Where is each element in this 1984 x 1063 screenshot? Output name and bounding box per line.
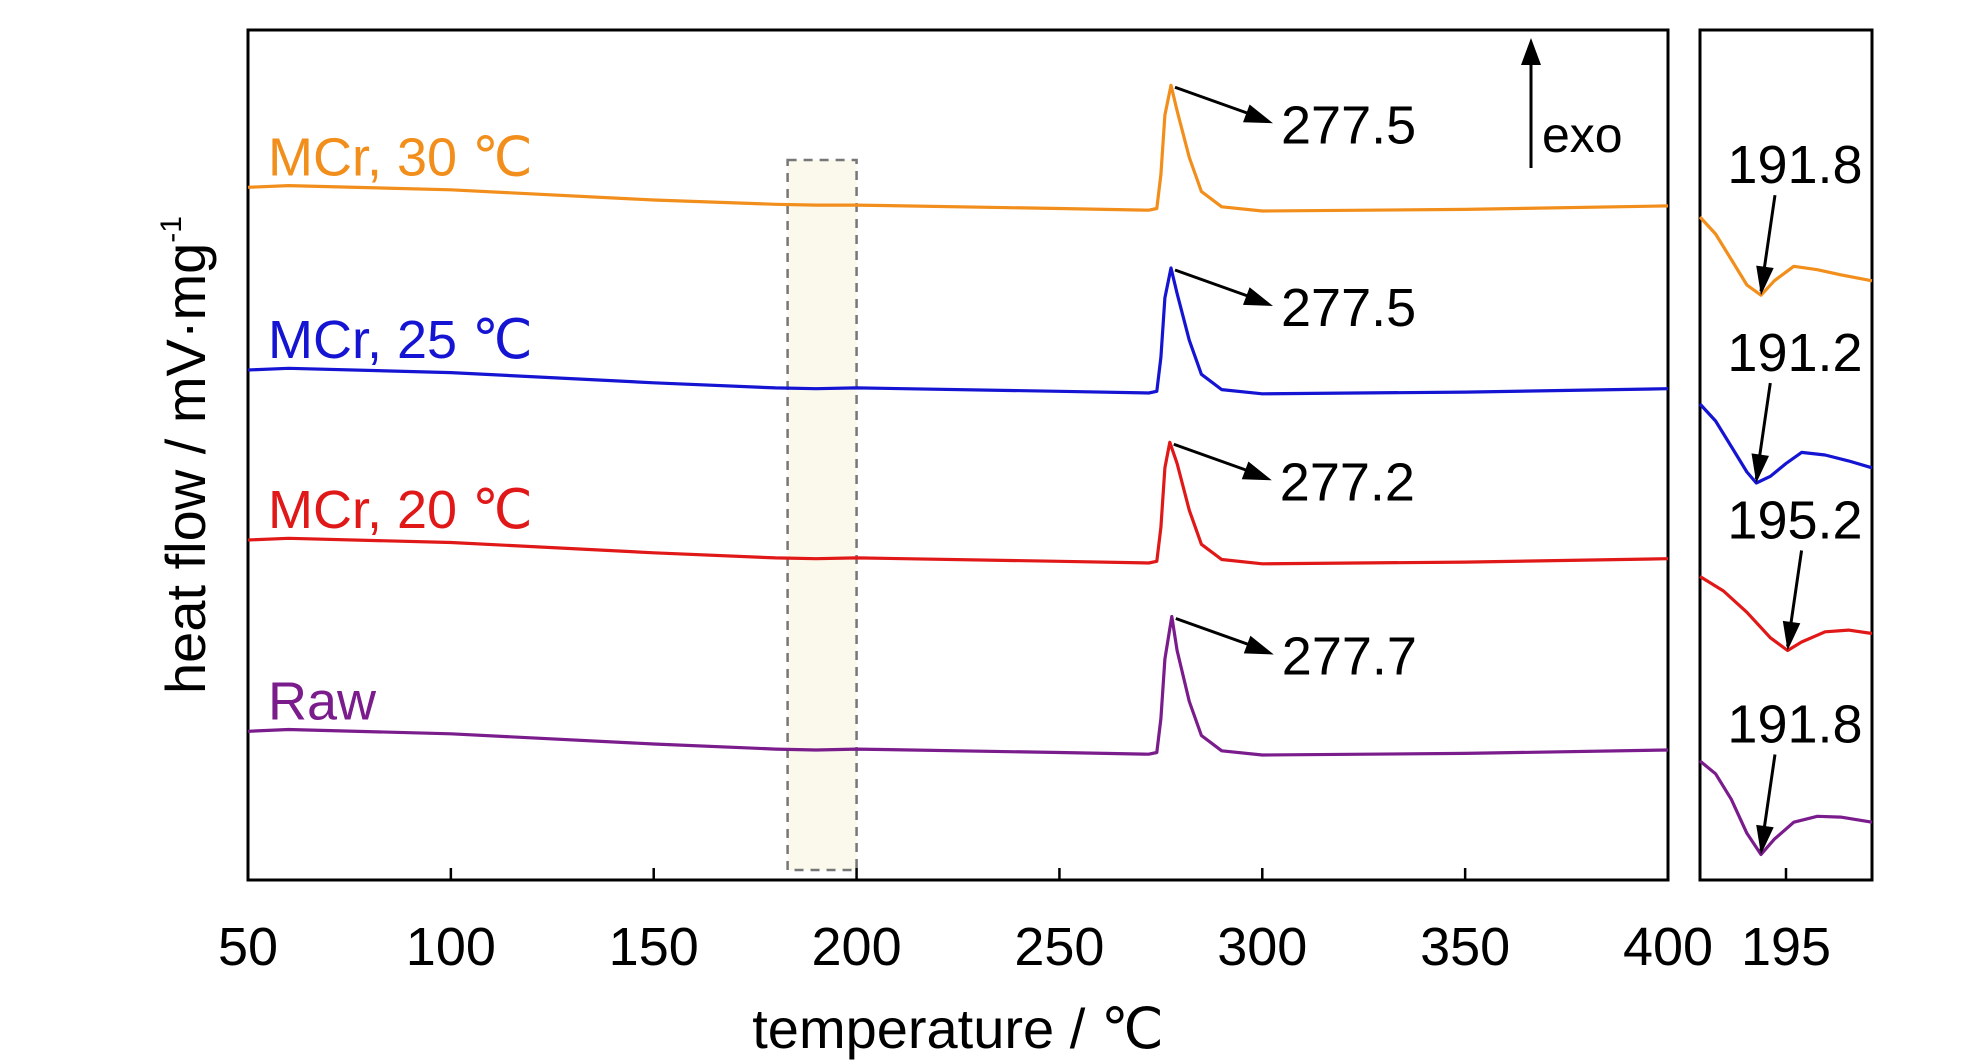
y-axis-title: heat flow / mV·mg-1 [154,216,217,694]
min-label: 195.2 [1727,491,1862,551]
main-series-labels: MCr, 30 ℃ MCr, 25 ℃ MCr, 20 ℃ Raw [268,127,533,731]
peak-arrow-line [1174,268,1260,302]
min-label: 191.8 [1727,695,1862,755]
min-arrow-head [1756,265,1774,296]
highlight-rect [786,158,858,872]
x-axis-title: temperature / ℃ [752,997,1164,1060]
main-series-group [247,83,1669,757]
peak-arrow-line [1175,617,1261,650]
inset-series-group [1698,215,1873,857]
series-label-1: MCr, 25 ℃ [268,310,533,370]
min-label: 191.8 [1727,135,1862,195]
x-tick-label: 100 [406,917,496,977]
x-tick-label: 400 [1623,917,1713,977]
peak-arrow-head [1243,635,1274,655]
highlight-region [786,158,858,872]
series-line-2 [247,440,1669,566]
exo-arrow-head [1521,38,1541,65]
peak-arrow-head [1241,461,1272,481]
exo-label: exo [1542,107,1623,163]
peak-label: 277.5 [1281,95,1416,155]
peak-label: 277.5 [1281,278,1416,338]
y-axis-title-group: heat flow / mV·mg-1 [154,216,217,694]
min-arrow-head [1756,824,1774,855]
series-label-3: Raw [268,671,377,731]
x-tick-label: 200 [812,917,902,977]
peak-arrow-line [1174,85,1260,119]
main-x-axis: 50 100 150 200 250 300 350 400 [218,868,1713,977]
series-line-0 [247,83,1669,213]
exo-indicator: exo [1521,38,1623,168]
x-tick-label: 150 [609,917,699,977]
inset-series-line-3 [1698,759,1873,857]
main-plot-frame [246,28,1670,882]
x-tick-label: 300 [1217,917,1307,977]
peak-annotations: 277.5 277.5 277.2 277.7 [1173,85,1417,687]
peak-arrow-head [1243,104,1273,124]
inset-series-line-2 [1699,575,1873,653]
peak-arrow-head [1243,287,1273,306]
inset-x-axis: 195 [1741,868,1831,977]
inset-series-line-1 [1698,402,1873,485]
inset-x-tick-label: 195 [1741,917,1831,977]
min-arrow-head [1782,620,1801,651]
min-label: 191.2 [1727,323,1862,383]
inset-series-line-0 [1698,215,1873,297]
x-tick-label: 50 [218,917,278,977]
peak-arrow-line [1173,442,1259,476]
series-label-2: MCr, 20 ℃ [268,480,533,540]
inset-min-annotations: 191.8 191.2 195.2 191.8 [1727,135,1863,855]
x-tick-label: 250 [1014,917,1104,977]
peak-label: 277.2 [1280,452,1415,512]
y-axis-title-sup: -1 [155,216,188,243]
series-label-0: MCr, 30 ℃ [268,127,533,187]
series-line-1 [247,266,1669,396]
x-tick-label: 350 [1420,917,1510,977]
peak-label: 277.7 [1282,627,1417,687]
min-arrow-head [1751,453,1769,484]
series-line-3 [247,614,1669,757]
